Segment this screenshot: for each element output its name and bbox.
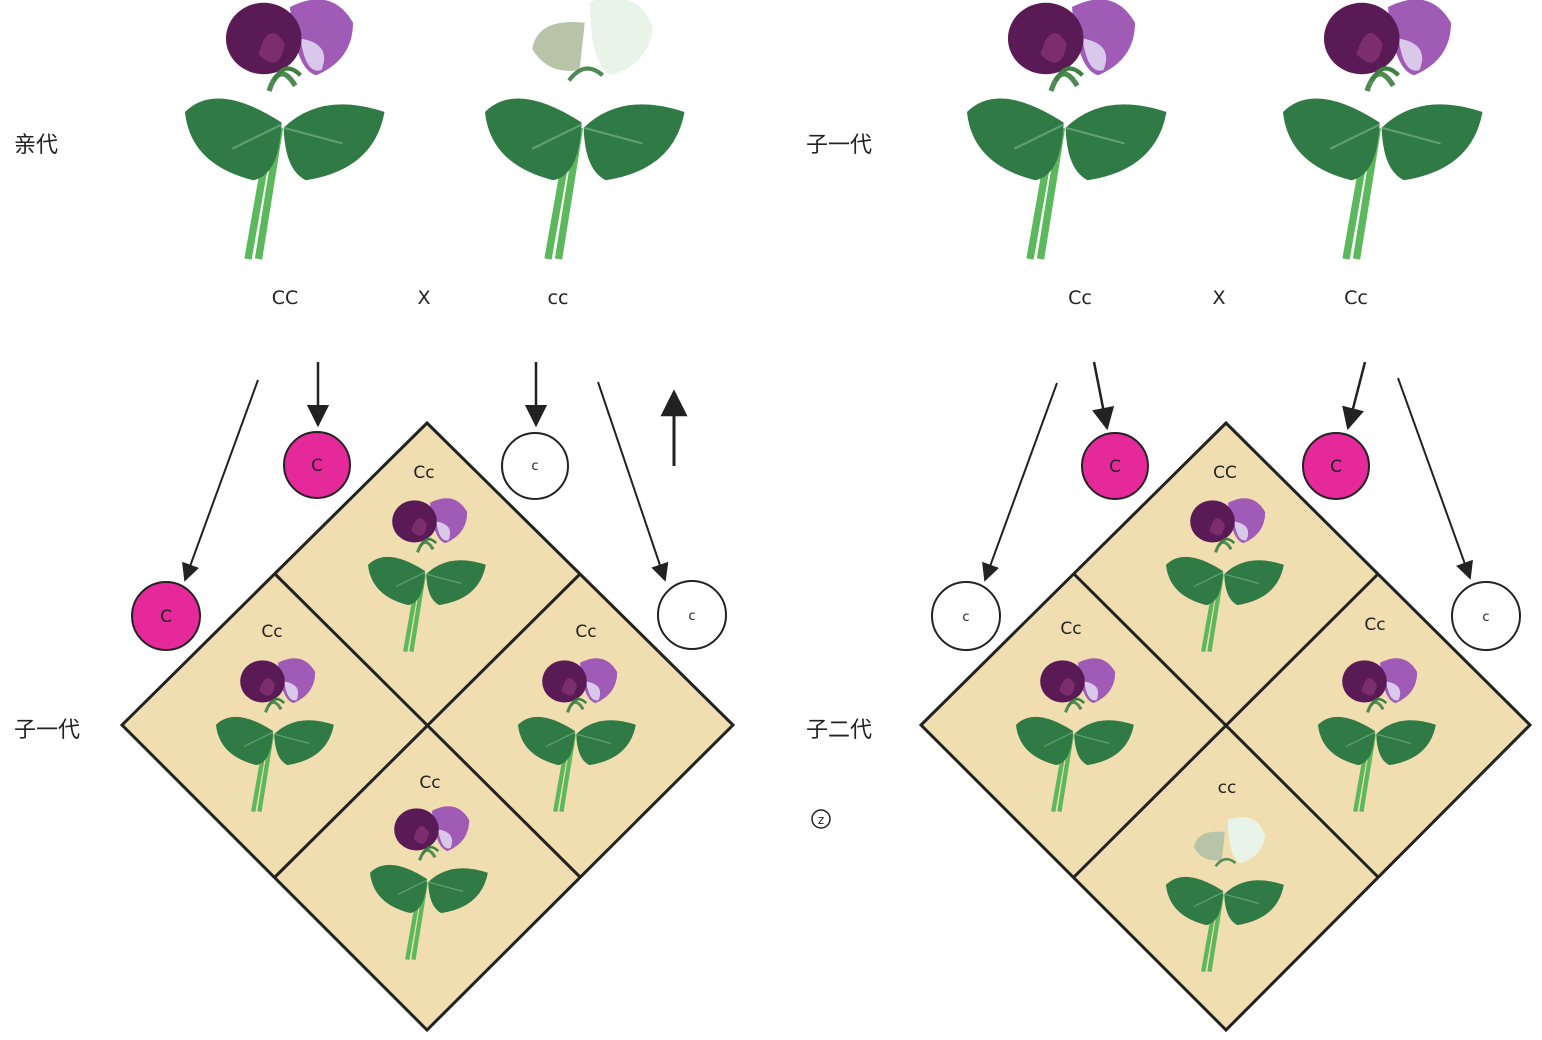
left-panel: 亲代 CC X cc C c C c	[14, 0, 736, 1033]
left-offspring-label: 子一代	[14, 718, 80, 743]
svg-text:CC: CC	[1213, 463, 1237, 483]
left-gamete-side-2: c	[657, 580, 727, 650]
svg-text:c: c	[1482, 610, 1489, 625]
arrow-icon	[1342, 361, 1367, 431]
svg-text:Cc: Cc	[1060, 619, 1081, 639]
arrow-icon	[1397, 377, 1473, 580]
right-parent1-flower	[967, 0, 1167, 259]
svg-text:Cc: Cc	[1364, 615, 1385, 635]
left-cell-top: Cc	[368, 463, 486, 652]
right-gamete-side-2: c	[1451, 581, 1521, 651]
left-cell-left: Cc	[216, 622, 334, 812]
right-cell-left: Cc	[1016, 619, 1134, 812]
right-gamete-side-1: c	[931, 581, 1001, 651]
right-parent2-genotype: Cc	[1344, 287, 1368, 309]
arrow-icon	[597, 381, 669, 582]
arrow-icon	[182, 379, 259, 582]
right-cell-right: Cc	[1318, 615, 1436, 812]
right-offspring-label: 子二代	[806, 718, 872, 743]
svg-text:C: C	[311, 456, 323, 476]
right-cell-bottom: cc	[1166, 778, 1284, 972]
left-parent1-flower	[185, 0, 385, 259]
left-gamete-top-1: C	[283, 431, 351, 499]
right-cross-symbol: X	[1212, 287, 1225, 309]
svg-text:C: C	[1109, 457, 1121, 477]
svg-text:C: C	[160, 607, 172, 627]
left-gamete-side-1: C	[131, 581, 201, 651]
left-parent2-genotype: cc	[548, 287, 569, 309]
right-parent1-genotype: Cc	[1068, 287, 1092, 309]
right-punnett-square: CC Cc Cc cc	[918, 420, 1533, 1033]
arrow-icon	[982, 382, 1058, 582]
svg-text:Cc: Cc	[261, 622, 282, 642]
left-punnett-square: Cc Cc Cc Cc	[119, 420, 736, 1033]
svg-text:Cc: Cc	[419, 773, 440, 793]
right-gamete-top-1: C	[1081, 432, 1149, 500]
left-cell-right: Cc	[518, 622, 636, 812]
left-cell-bottom: Cc	[370, 773, 488, 960]
left-parent2-flower	[485, 0, 685, 259]
right-parent2-flower	[1283, 0, 1483, 259]
svg-text:z: z	[818, 813, 824, 827]
svg-text:Cc: Cc	[575, 622, 596, 642]
left-gamete-top-2: c	[501, 432, 569, 500]
svg-text:Cc: Cc	[413, 463, 434, 483]
right-parent-label: 子一代	[806, 133, 872, 158]
svg-text:cc: cc	[1218, 778, 1237, 798]
circled-z-mark: z	[811, 809, 831, 829]
svg-text:c: c	[688, 609, 695, 624]
left-parent1-genotype: CC	[272, 287, 299, 309]
svg-text:C: C	[1330, 457, 1342, 477]
left-parent-label: 亲代	[14, 133, 58, 158]
left-cross-symbol: X	[417, 287, 430, 309]
svg-text:c: c	[962, 610, 969, 625]
arrow-icon	[1092, 361, 1115, 431]
right-gamete-top-2: C	[1302, 432, 1370, 500]
right-cell-top: CC	[1166, 463, 1284, 652]
svg-text:c: c	[531, 459, 538, 474]
right-panel: 子一代 Cc X Cc C C c c 子二代	[806, 0, 1533, 1033]
